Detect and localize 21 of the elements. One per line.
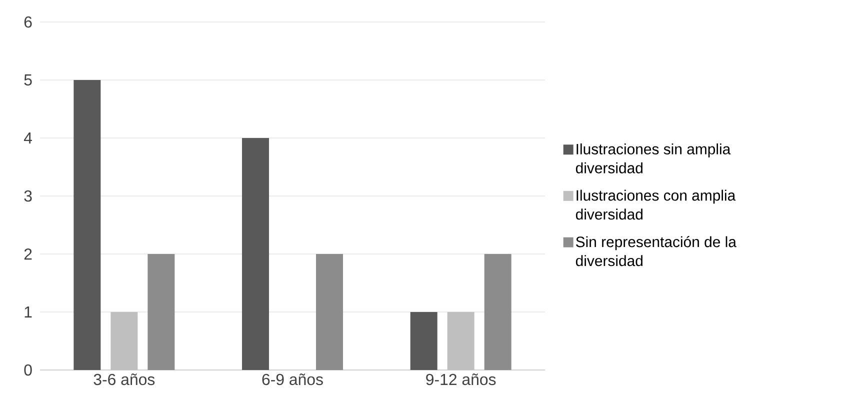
y-tick-label: 1 xyxy=(24,306,32,318)
y-tick-label: 2 xyxy=(24,248,32,260)
legend-label: Ilustraciones con amplia diversidad xyxy=(576,190,736,220)
x-tick-label: 9-12 años xyxy=(426,374,496,386)
legend-label: Ilustraciones sin amplia diversidad xyxy=(576,143,731,174)
y-tick-label: 6 xyxy=(24,16,32,28)
x-tick-label: 6-9 años xyxy=(262,374,323,386)
y-tick-label: 3 xyxy=(24,190,32,202)
bar xyxy=(148,254,175,370)
bar xyxy=(410,312,438,370)
legend-label: Sin representación de la diversidad xyxy=(576,236,736,266)
y-tick-label: 4 xyxy=(24,132,32,144)
y-tick-label: 5 xyxy=(24,74,32,86)
bar xyxy=(484,254,512,370)
bar xyxy=(316,254,344,370)
bar xyxy=(242,138,269,370)
bar xyxy=(447,312,474,370)
x-tick-label: 3-6 años xyxy=(94,374,155,386)
y-tick-label: 0 xyxy=(24,364,32,376)
bar xyxy=(74,80,101,370)
bar xyxy=(110,312,138,370)
